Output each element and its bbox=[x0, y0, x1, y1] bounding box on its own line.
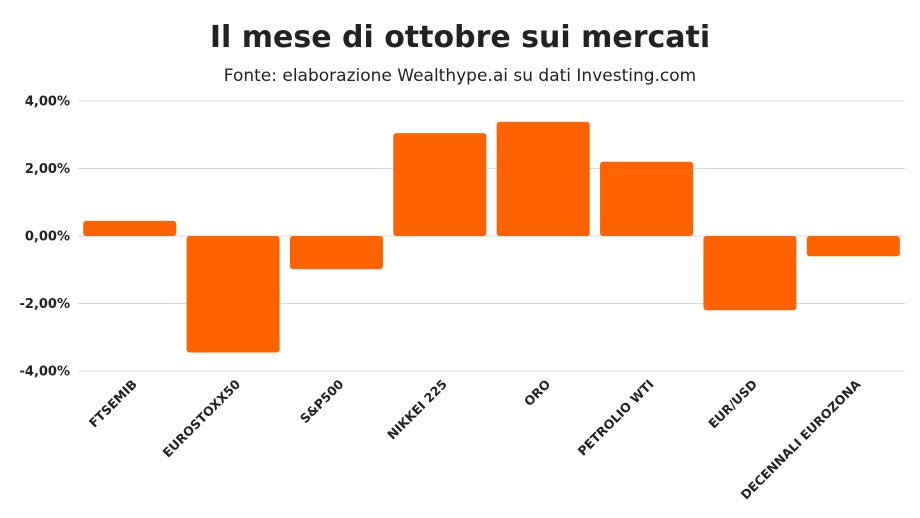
bar bbox=[806, 236, 900, 257]
bar bbox=[83, 220, 177, 236]
y-tick-label: -2,00% bbox=[20, 297, 71, 312]
bar bbox=[496, 121, 590, 236]
bar bbox=[703, 236, 797, 311]
x-tick-label: PETROLIO WTI bbox=[575, 377, 657, 459]
chart-title: Il mese di ottobre sui mercati bbox=[209, 20, 711, 55]
x-tick-label: FTSEMIB bbox=[86, 377, 140, 431]
bar bbox=[393, 133, 487, 236]
y-tick-label: -4,00% bbox=[20, 365, 71, 380]
y-tick-label: 0,00% bbox=[25, 230, 70, 245]
x-tick-label: NIKKEI 225 bbox=[384, 377, 450, 443]
x-tick-label: DECENNALI EUROZONA bbox=[738, 376, 864, 502]
x-tick-label: ORO bbox=[521, 377, 553, 409]
bar bbox=[289, 236, 383, 270]
y-tick-label: 2,00% bbox=[25, 162, 70, 177]
bar bbox=[186, 236, 280, 353]
x-tick-label: EUROSTOXX50 bbox=[160, 376, 244, 460]
x-tick-label: EUR/USD bbox=[705, 377, 760, 432]
chart-subtitle: Fonte: elaborazione Wealthype.ai su dati… bbox=[223, 66, 697, 86]
x-tick-label: S&P500 bbox=[297, 376, 347, 426]
y-tick-label: 4,00% bbox=[25, 95, 70, 110]
bar bbox=[600, 161, 694, 236]
